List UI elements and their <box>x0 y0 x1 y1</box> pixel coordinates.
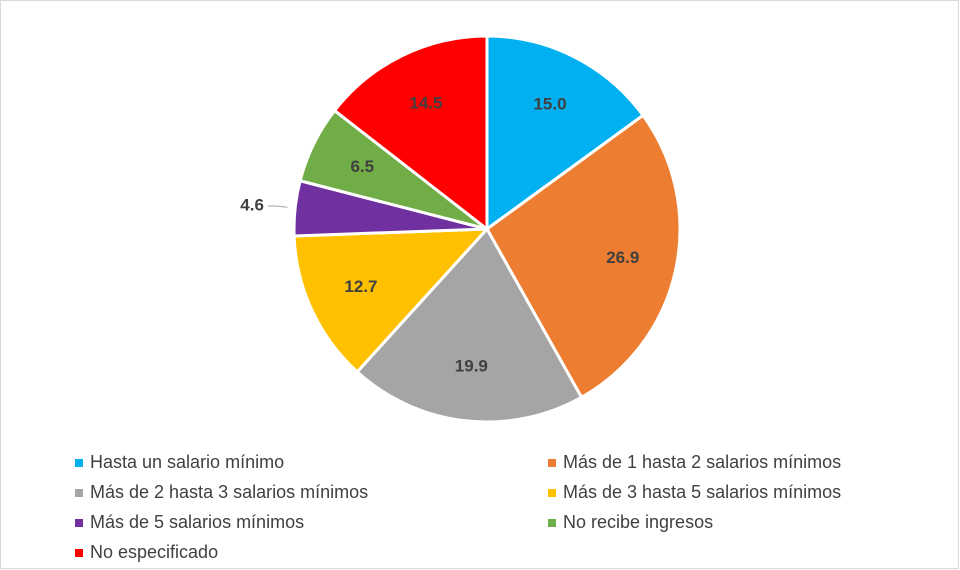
legend-label: No recibe ingresos <box>563 512 713 532</box>
data-label: 12.7 <box>344 277 377 296</box>
legend-marker <box>75 519 83 527</box>
pie-slice <box>355 226 584 424</box>
legend-marker <box>548 489 556 497</box>
pie-slice <box>485 34 646 232</box>
data-label: 6.5 <box>350 157 374 176</box>
legend-marker <box>75 549 83 557</box>
pie-slice <box>485 113 682 400</box>
legend-marker <box>548 459 556 467</box>
legend-label: Más de 5 salarios mínimos <box>90 512 304 532</box>
legend-label: No especificado <box>90 542 218 562</box>
legend-label: Más de 3 hasta 5 salarios mínimos <box>563 482 841 502</box>
legend-label: Hasta un salario mínimo <box>90 452 284 472</box>
data-label: 15.0 <box>533 95 566 114</box>
legend-marker <box>548 519 556 527</box>
data-label: 14.5 <box>409 94 442 113</box>
data-label: 19.9 <box>455 357 488 376</box>
legend-marker <box>75 489 83 497</box>
leader-line <box>267 205 288 208</box>
legend-label: Más de 2 hasta 3 salarios mínimos <box>90 482 368 502</box>
data-label: 26.9 <box>606 248 639 267</box>
legend-label: Más de 1 hasta 2 salarios mínimos <box>563 452 841 472</box>
pie-slice <box>292 227 491 374</box>
data-label: 4.6 <box>240 196 264 215</box>
pie-slice <box>332 34 489 233</box>
legend-marker <box>75 459 83 467</box>
